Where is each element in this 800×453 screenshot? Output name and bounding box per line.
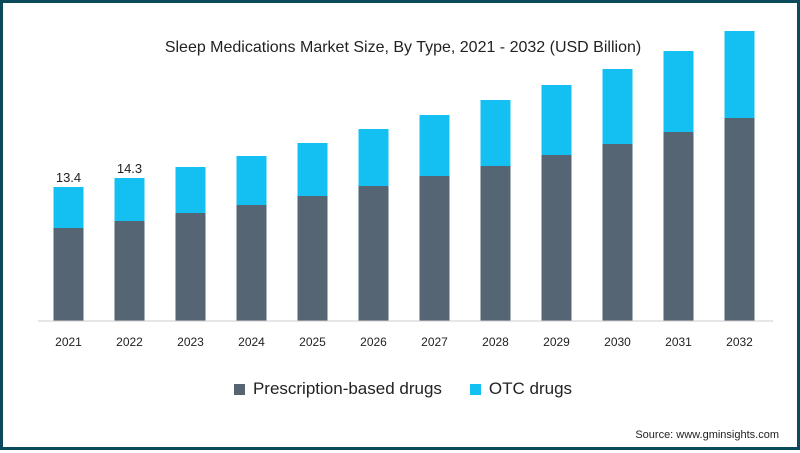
bar-prescription-2028 <box>480 166 511 321</box>
bar-otc-2022 <box>114 178 145 221</box>
x-tick-2027: 2027 <box>421 335 448 349</box>
x-tick-2022: 2022 <box>116 335 143 349</box>
x-tick-2032: 2032 <box>726 335 753 349</box>
bar-otc-2026 <box>358 129 389 186</box>
data-label-2022: 14.3 <box>117 161 142 176</box>
bar-otc-2025 <box>297 143 328 196</box>
legend-item-otc: OTC drugs <box>469 379 573 399</box>
x-tick-2026: 2026 <box>360 335 387 349</box>
data-label-2021: 13.4 <box>56 170 81 185</box>
x-tick-labels: 2021 2022 2023 2024 2025 2026 2027 2028 2029 2030… <box>55 335 753 349</box>
x-tick-2023: 2023 <box>177 335 204 349</box>
legend-label-otc: OTC drugs <box>488 379 573 398</box>
bar-otc-2023 <box>175 167 206 213</box>
bar-prescription-2024 <box>236 205 267 321</box>
bar-otc-2030 <box>602 69 633 144</box>
bar-prescription-2025 <box>297 196 328 321</box>
x-tick-2031: 2031 <box>665 335 692 349</box>
bar-prescription-2022 <box>114 221 145 321</box>
bar-prescription-2030 <box>602 144 633 321</box>
bar-otc-2031 <box>663 51 694 132</box>
x-tick-2029: 2029 <box>543 335 570 349</box>
bars-group <box>53 31 755 321</box>
x-tick-2021: 2021 <box>55 335 82 349</box>
legend-swatch-prescription <box>233 383 245 395</box>
bar-prescription-2031 <box>663 132 694 321</box>
legend-item-prescription: Prescription-based drugs <box>233 379 442 399</box>
bar-prescription-2026 <box>358 186 389 321</box>
chart-title: Sleep Medications Market Size, By Type, … <box>164 39 642 56</box>
x-tick-2028: 2028 <box>482 335 509 349</box>
bar-prescription-2023 <box>175 213 206 321</box>
bar-prescription-2027 <box>419 176 450 321</box>
bar-otc-2024 <box>236 156 267 205</box>
bar-chart: 2021 2022 2023 2024 2025 2026 2027 2028 2029 2030… <box>38 31 773 349</box>
data-labels: 13.4 14.3 <box>56 161 142 185</box>
x-tick-2024: 2024 <box>238 335 265 349</box>
x-tick-2025: 2025 <box>299 335 326 349</box>
bar-otc-2032 <box>724 31 755 118</box>
x-tick-2030: 2030 <box>604 335 631 349</box>
bar-otc-2028 <box>480 100 511 166</box>
bar-prescription-2021 <box>53 228 84 321</box>
bar-otc-2027 <box>419 115 450 176</box>
bar-prescription-2032 <box>724 118 755 321</box>
legend-swatch-otc <box>469 383 481 395</box>
bar-otc-2021 <box>53 187 84 228</box>
legend-label-prescription: Prescription-based drugs <box>252 379 442 398</box>
bar-prescription-2029 <box>541 155 572 321</box>
source-note: Source: www.gminsights.com <box>635 429 779 441</box>
bar-otc-2029 <box>541 85 572 155</box>
legend: Prescription-based drugs OTC drugs <box>3 379 800 399</box>
